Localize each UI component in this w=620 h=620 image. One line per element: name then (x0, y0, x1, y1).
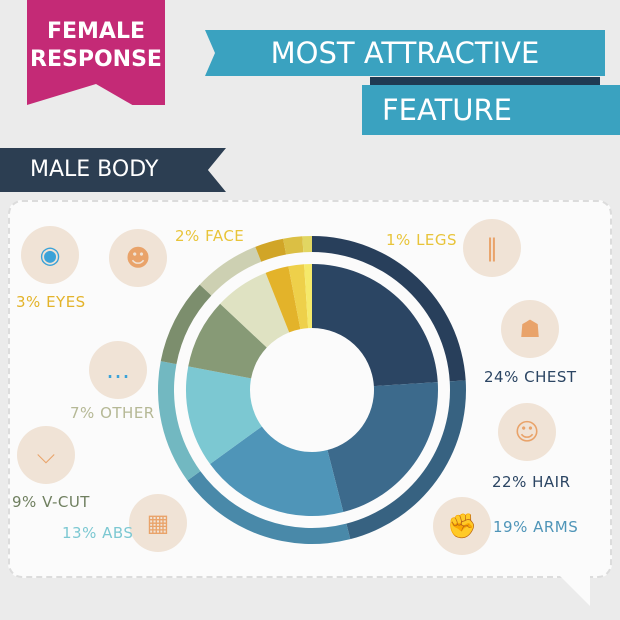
donut-slice-eyes (265, 266, 301, 333)
outer-ring-slice-v-cut (160, 284, 212, 365)
donut-slice-chest (312, 264, 438, 387)
title-line-1: MOST ATTRACTIVE (205, 30, 605, 76)
donut-slice-face (288, 264, 309, 330)
label-arms: 19% ARMS (493, 518, 579, 536)
chest-icon: ☗ (501, 300, 559, 358)
section-banner: MALE BODY (0, 148, 226, 192)
eye-icon: ◉ (21, 226, 79, 284)
donut-slice-v-cut (188, 303, 267, 379)
donut-slice-other (220, 272, 290, 348)
v-cut-icon: ⌵ (17, 426, 75, 484)
legs-icon: ‖ (463, 219, 521, 277)
outer-ring-slice-legs (302, 236, 312, 253)
badge-line-1: FEMALE (46, 19, 146, 44)
label-abs: 13% ABS (62, 524, 134, 542)
donut-slice-hair (327, 382, 438, 513)
outer-ring-slice-abs (158, 361, 201, 481)
ribbon-fold (370, 77, 600, 85)
donut-slice-abs (186, 366, 262, 465)
outer-ring-slice-chest (312, 236, 466, 382)
face-icon: ☻ (109, 229, 167, 287)
title-line-2: FEATURE (362, 85, 620, 135)
arm-icon: ✊ (433, 497, 491, 555)
abs-icon: ▦ (129, 494, 187, 552)
chat-bubble-icon: … (89, 341, 147, 399)
label-hair: 22% HAIR (492, 473, 571, 491)
label-v-cut: 9% V-CUT (12, 493, 90, 511)
outer-ring-slice-other (199, 246, 262, 296)
label-other: 7% OTHER (70, 404, 155, 422)
outer-ring-slice-hair (346, 380, 466, 540)
outer-ring-slice-eyes (255, 238, 287, 262)
donut-slice-legs (304, 264, 312, 329)
donut-slice-arms (210, 426, 344, 516)
badge-line-2: RESPONSE (30, 47, 162, 72)
label-legs: 1% LEGS (386, 231, 458, 249)
hair-icon: ☺ (498, 403, 556, 461)
label-chest: 24% CHEST (484, 368, 577, 386)
outer-ring-slice-face (283, 236, 304, 255)
label-face: 2% FACE (175, 227, 245, 245)
outer-ring-slice-arms (187, 471, 351, 544)
label-eyes: 3% EYES (16, 293, 86, 311)
